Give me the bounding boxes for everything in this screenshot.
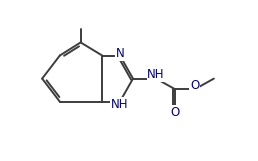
Text: NH: NH: [111, 98, 129, 110]
Text: O: O: [171, 106, 180, 119]
Text: N: N: [116, 47, 124, 60]
Text: NH: NH: [147, 68, 165, 81]
Text: O: O: [190, 79, 199, 92]
